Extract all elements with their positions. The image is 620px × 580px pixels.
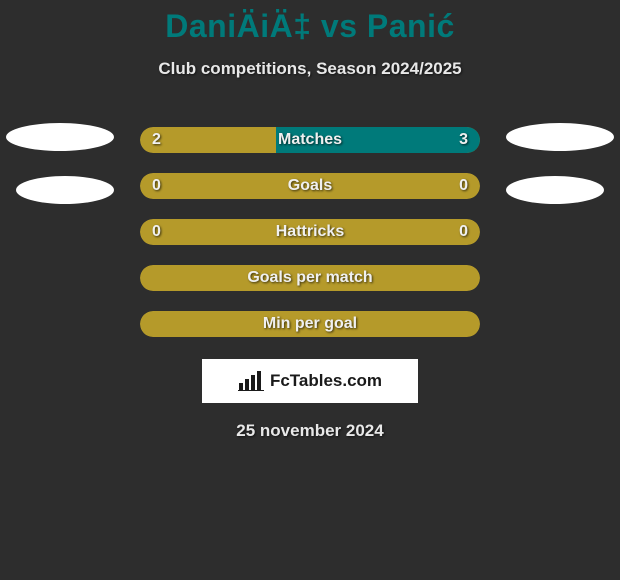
stat-label: Goals (140, 173, 480, 199)
stat-label: Matches (140, 127, 480, 153)
stat-row: 00Goals (0, 163, 620, 209)
stat-row: Min per goal (0, 301, 620, 347)
stat-row: 23Matches (0, 117, 620, 163)
stat-label: Hattricks (140, 219, 480, 245)
stat-label: Min per goal (140, 311, 480, 337)
date-label: 25 november 2024 (0, 421, 620, 441)
chart-bars-icon (238, 371, 264, 391)
stat-bar: Goals per match (140, 265, 480, 291)
page-subtitle: Club competitions, Season 2024/2025 (0, 59, 620, 79)
stat-bar: 00Hattricks (140, 219, 480, 245)
page-title: DaniÄiÄ‡ vs Panić (0, 0, 620, 45)
source-badge-text: FcTables.com (270, 371, 382, 391)
source-badge: FcTables.com (202, 359, 418, 403)
stat-bar: Min per goal (140, 311, 480, 337)
stat-bar: 00Goals (140, 173, 480, 199)
stat-row: Goals per match (0, 255, 620, 301)
stat-row: 00Hattricks (0, 209, 620, 255)
stats-area: 23Matches 00Goals 00Hattricks Goals per mat… (0, 117, 620, 347)
stat-label: Goals per match (140, 265, 480, 291)
stat-bar: 23Matches (140, 127, 480, 153)
